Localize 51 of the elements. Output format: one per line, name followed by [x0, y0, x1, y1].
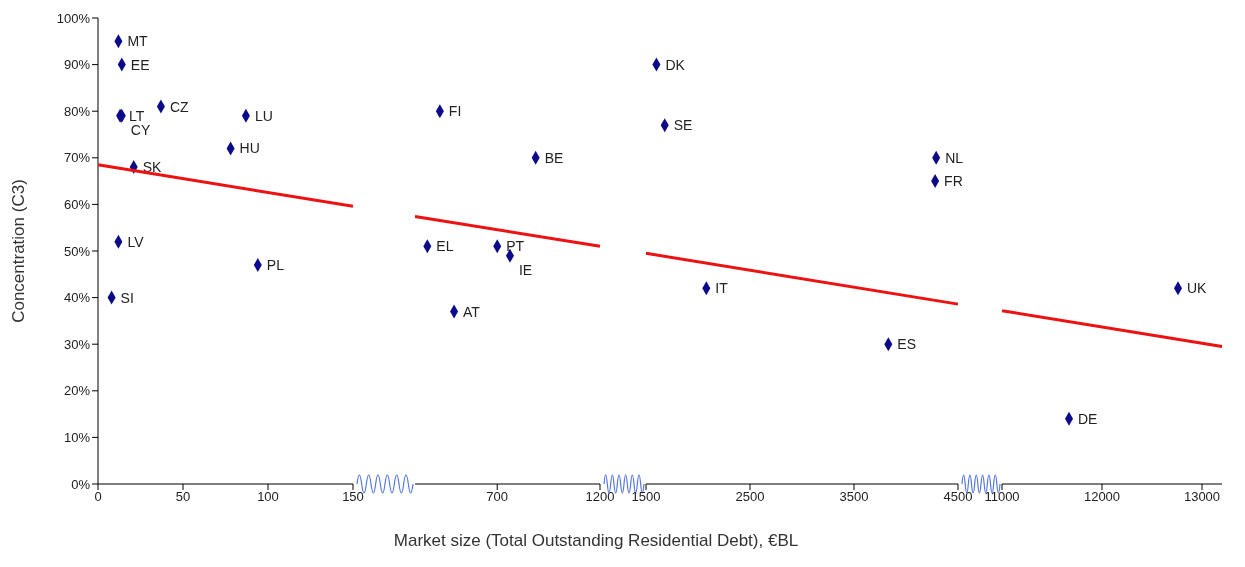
y-tick-label: 100%: [56, 10, 91, 26]
y-tick-label: 90%: [63, 57, 91, 73]
series-label: BE: [544, 149, 564, 166]
x-tick-label: 1500: [631, 489, 661, 505]
series-label: LV: [127, 233, 145, 250]
series-label: DE: [1078, 410, 1098, 427]
y-tick-label: 60%: [63, 197, 91, 213]
y-axis-title: Concentration (C3): [9, 179, 29, 323]
y-tick-label: 50%: [63, 243, 91, 259]
x-tick-label: 150: [342, 489, 364, 505]
series-label: SI: [120, 289, 134, 306]
series-label: MT: [127, 33, 149, 50]
x-tick-label: 13000: [1183, 489, 1221, 505]
series-label: AT: [463, 303, 481, 320]
x-tick-label: 0: [94, 489, 102, 505]
y-tick-label: 30%: [63, 336, 91, 352]
series-label: IT: [715, 280, 729, 297]
series-label: PL: [266, 256, 285, 273]
y-tick-label: 40%: [63, 290, 91, 306]
x-tick-label: 11000: [984, 489, 1020, 505]
series-label: LT: [129, 107, 145, 124]
series-label: CY: [130, 121, 151, 138]
series-label: IE: [518, 261, 533, 278]
series-label: ES: [897, 336, 917, 353]
series-label: UK: [1187, 280, 1208, 297]
series-label: EE: [130, 56, 150, 73]
x-tick-label: 50: [175, 489, 191, 505]
x-tick-label: 3500: [839, 489, 869, 505]
series-label: DK: [665, 56, 686, 73]
x-tick-label: 1200: [585, 489, 615, 505]
series-label: SK: [142, 159, 163, 176]
x-tick-label: 100: [257, 489, 279, 505]
x-tick-label: 2500: [735, 489, 765, 505]
y-tick-label: 80%: [63, 103, 91, 119]
y-tick-label: 0%: [71, 476, 91, 492]
series-label: LU: [254, 107, 273, 124]
series-label: FR: [944, 173, 963, 190]
series-label: CZ: [169, 98, 190, 115]
y-tick-label: 70%: [63, 150, 91, 166]
series-label: PT: [506, 238, 525, 255]
series-label: SE: [673, 117, 693, 134]
y-tick-label: 10%: [63, 430, 91, 446]
x-tick-label: 12000: [1083, 489, 1121, 505]
series-label: HU: [239, 140, 260, 157]
y-tick-label: 20%: [63, 383, 91, 399]
series-label: NL: [945, 149, 964, 166]
x-tick-label: 700: [486, 489, 509, 505]
x-axis-title: Market size (Total Outstanding Residential Debt), €BL: [392, 531, 800, 551]
series-label: EL: [436, 238, 454, 255]
x-tick-label: 4500: [943, 489, 973, 505]
series-label: FI: [448, 103, 462, 120]
